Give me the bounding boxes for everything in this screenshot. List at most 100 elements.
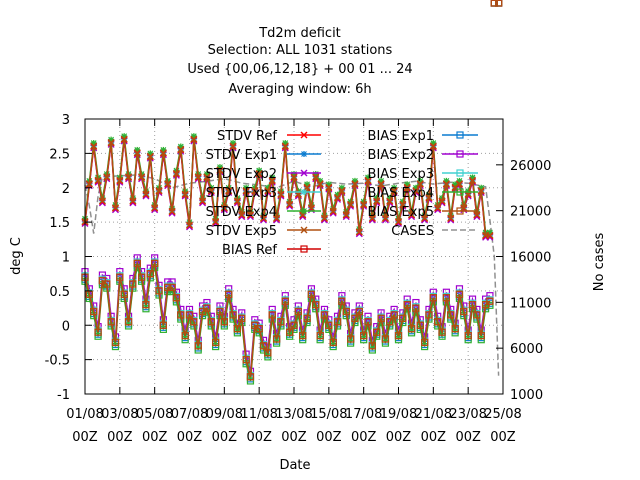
data-point-marker bbox=[307, 204, 315, 212]
legend-item: STDV Ref bbox=[217, 129, 321, 144]
legend-item: BIAS Exp1 bbox=[368, 129, 478, 144]
legend-item: BIAS Exp5 bbox=[368, 205, 478, 220]
data-point-marker bbox=[181, 190, 189, 198]
data-point-marker bbox=[103, 173, 111, 181]
data-point-marker bbox=[120, 135, 128, 143]
data-point-marker bbox=[255, 325, 263, 333]
legend-item: BIAS Ref bbox=[222, 243, 321, 258]
x-tick-label-day: 21/08 bbox=[415, 407, 452, 422]
data-point-marker bbox=[495, 0, 503, 7]
marker-stroke bbox=[98, 197, 106, 205]
data-point-marker bbox=[116, 273, 124, 281]
y-tick-label: 2.5 bbox=[49, 147, 70, 162]
x-tick-label-day: 17/08 bbox=[345, 407, 382, 422]
x-tick-label-hour: 00Z bbox=[281, 430, 307, 445]
data-point-marker bbox=[225, 290, 233, 298]
data-point-marker bbox=[360, 331, 368, 340]
data-point-marker bbox=[90, 307, 98, 316]
legend-label: STDV Exp1 bbox=[206, 148, 277, 163]
data-point-marker bbox=[490, 0, 498, 7]
legend-label: BIAS Exp1 bbox=[368, 129, 434, 144]
data-point-marker bbox=[299, 211, 307, 219]
marker-stroke bbox=[212, 217, 220, 225]
data-point-marker bbox=[111, 338, 120, 347]
data-point-marker bbox=[373, 328, 381, 336]
series-line bbox=[84, 138, 490, 236]
marker-stroke bbox=[286, 200, 294, 208]
data-point-marker bbox=[386, 318, 394, 326]
data-point-marker bbox=[347, 200, 355, 208]
data-point-marker bbox=[390, 187, 398, 194]
marker-stroke bbox=[255, 169, 263, 177]
data-point-marker bbox=[429, 294, 437, 302]
marker-stroke bbox=[125, 173, 133, 181]
x-tick-label-hour: 00Z bbox=[386, 430, 412, 445]
data-point-marker bbox=[421, 214, 429, 222]
data-point-marker bbox=[300, 226, 308, 234]
marker-stroke bbox=[360, 200, 368, 208]
x-tick-label-hour: 00Z bbox=[142, 430, 168, 445]
marker-stroke bbox=[186, 221, 193, 229]
y2-tick-label: 16000 bbox=[510, 251, 551, 266]
data-point-marker bbox=[259, 342, 268, 350]
x-tick-label-day: 11/08 bbox=[240, 407, 277, 422]
data-point-marker bbox=[320, 311, 329, 319]
data-point-marker bbox=[212, 338, 220, 347]
legend-label: STDV Exp3 bbox=[206, 186, 277, 201]
marker-stroke bbox=[260, 214, 268, 222]
data-point-marker bbox=[477, 336, 485, 344]
y2-tick-label: 11000 bbox=[510, 296, 551, 311]
data-point-marker bbox=[425, 311, 433, 319]
legend-label: BIAS Ref bbox=[222, 243, 277, 258]
marker-stroke bbox=[277, 190, 285, 198]
data-point-marker bbox=[490, 0, 498, 7]
data-point-marker bbox=[168, 207, 176, 215]
marker-stroke bbox=[146, 152, 154, 160]
x-tick-label-day: 03/08 bbox=[101, 407, 138, 422]
data-point-marker bbox=[142, 190, 150, 198]
data-point-marker bbox=[456, 169, 464, 177]
marker-stroke bbox=[151, 204, 159, 212]
data-point-marker bbox=[381, 335, 390, 343]
data-point-marker bbox=[342, 307, 350, 316]
marker-stroke bbox=[347, 200, 355, 208]
x-tick-label-day: 01/08 bbox=[66, 407, 103, 422]
data-point-marker bbox=[316, 180, 324, 188]
data-point-marker bbox=[94, 332, 102, 340]
marker-stroke bbox=[390, 187, 398, 194]
data-point-marker bbox=[495, 0, 503, 7]
data-point-marker bbox=[334, 193, 342, 201]
marker-stroke bbox=[159, 149, 167, 157]
y-tick-label: 1 bbox=[62, 251, 70, 266]
data-point-marker bbox=[490, 0, 498, 7]
data-point-marker bbox=[395, 217, 402, 225]
data-point-marker bbox=[412, 187, 420, 194]
data-point-marker bbox=[194, 346, 202, 354]
series-line bbox=[84, 264, 491, 382]
data-point-marker bbox=[360, 200, 368, 208]
marker-stroke bbox=[190, 135, 198, 143]
data-point-marker bbox=[486, 301, 494, 309]
data-point-marker bbox=[407, 325, 416, 333]
data-point-marker bbox=[325, 321, 333, 329]
data-point-marker bbox=[146, 152, 154, 160]
data-point-marker bbox=[429, 142, 437, 150]
data-point-marker bbox=[246, 377, 255, 385]
legend-item: BIAS Exp2 bbox=[368, 148, 478, 163]
data-point-marker bbox=[94, 176, 102, 184]
data-point-marker bbox=[320, 214, 328, 222]
data-point-marker bbox=[455, 290, 464, 298]
marker-stroke bbox=[299, 211, 307, 219]
marker-stroke bbox=[90, 142, 98, 150]
data-point-marker bbox=[399, 314, 407, 322]
data-point-marker bbox=[329, 342, 337, 351]
marker-stroke bbox=[368, 214, 376, 222]
data-point-marker bbox=[495, 0, 503, 7]
marker-stroke bbox=[381, 214, 389, 222]
data-point-marker bbox=[186, 221, 193, 229]
marker-stroke bbox=[207, 187, 215, 194]
data-point-marker bbox=[486, 231, 494, 239]
data-point-marker bbox=[264, 187, 272, 194]
data-point-marker bbox=[177, 145, 185, 153]
